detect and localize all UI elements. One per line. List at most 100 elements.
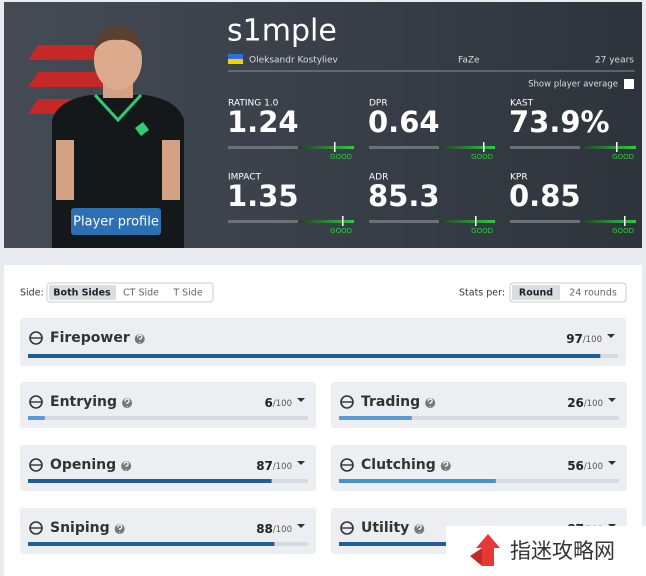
stat-rating: GOOD xyxy=(612,227,634,235)
side-label: Side: xyxy=(20,288,44,299)
profile-button-label[interactable]: Player profile xyxy=(73,215,159,230)
stats-per-tab[interactable]: 24 rounds xyxy=(569,288,617,299)
score-value: 26 xyxy=(567,396,584,410)
stat-label: DPR xyxy=(369,99,388,109)
stat-label: RATING 1.0 xyxy=(228,99,279,109)
expand-caret[interactable] xyxy=(607,334,615,338)
category-score: 97/100 xyxy=(566,332,602,346)
active-tab xyxy=(512,285,560,300)
stats-per-label: Stats per: xyxy=(459,288,505,299)
expand-caret[interactable] xyxy=(297,524,305,528)
category-name: Utility xyxy=(361,520,409,536)
stat-good-zone xyxy=(580,146,636,149)
help-glyph xyxy=(416,524,422,533)
stat-indicator xyxy=(483,142,485,152)
category-name: Entrying xyxy=(50,394,117,410)
score-value: 97 xyxy=(566,332,583,346)
category-score: 26/100 xyxy=(567,396,603,410)
score-bar xyxy=(28,416,45,420)
expand-caret[interactable] xyxy=(608,461,616,465)
category-score: 88/100 xyxy=(256,522,292,536)
stat-indicator xyxy=(624,216,626,226)
score-max: /100 xyxy=(584,462,603,472)
score-track xyxy=(339,416,619,420)
flag xyxy=(228,59,243,64)
stat-value: 1.35 xyxy=(227,179,299,213)
category-icon xyxy=(29,395,43,409)
flag xyxy=(228,54,243,59)
category-name: Firepower xyxy=(50,330,130,346)
active-tab xyxy=(49,285,116,300)
stat-indicator xyxy=(475,216,477,226)
stat-track xyxy=(510,146,636,149)
stat-good-zone xyxy=(439,146,495,149)
help-glyph xyxy=(123,461,129,470)
stat-value: 0.85 xyxy=(509,179,581,213)
score-bar xyxy=(28,479,272,483)
category-icon xyxy=(29,521,43,535)
category-name: Trading xyxy=(361,394,420,410)
help-glyph xyxy=(443,461,449,470)
age: 27 years xyxy=(595,56,634,66)
team: FaZe xyxy=(458,56,480,66)
side-tab[interactable]: CT Side xyxy=(123,288,159,299)
help-glyph xyxy=(117,524,123,533)
stat-good-zone xyxy=(439,220,495,223)
player-name: s1mple xyxy=(227,14,337,49)
score-max: /100 xyxy=(273,399,292,409)
help-glyph xyxy=(124,398,130,407)
expand-caret[interactable] xyxy=(297,461,305,465)
score-value: 6 xyxy=(265,396,273,410)
stat-label: KAST xyxy=(510,99,534,109)
profile-button[interactable] xyxy=(71,208,161,235)
side-tab[interactable]: T Side xyxy=(172,288,203,299)
stat-rating: GOOD xyxy=(330,227,352,235)
expand-caret[interactable] xyxy=(608,398,616,402)
score-max: /100 xyxy=(584,399,603,409)
category-score: 6/100 xyxy=(265,396,292,410)
stat-track xyxy=(510,220,636,223)
score-track xyxy=(28,416,308,420)
category-name: Opening xyxy=(50,457,116,473)
score-max: /100 xyxy=(273,525,292,535)
score-bar xyxy=(339,416,412,420)
full-name: Oleksandr Kostyliev xyxy=(249,56,339,66)
expand-caret[interactable] xyxy=(297,398,305,402)
stat-rating: GOOD xyxy=(330,153,352,161)
show-average-checkbox[interactable] xyxy=(624,79,634,89)
watermark-text: 指迷攻略网 xyxy=(510,539,615,563)
score-value: 88 xyxy=(256,522,273,536)
stat-value: 0.64 xyxy=(368,105,440,139)
stat-value: 73.9% xyxy=(509,105,610,139)
category-icon xyxy=(29,331,43,345)
help-glyph xyxy=(427,398,433,407)
stat-rating: GOOD xyxy=(612,153,634,161)
score-value: 87 xyxy=(256,459,273,473)
show-average-label: Show player average xyxy=(528,80,618,90)
score-bar xyxy=(339,479,496,483)
stat-track xyxy=(369,146,495,149)
stats-per-tab[interactable]: Round xyxy=(519,288,553,299)
help-glyph xyxy=(137,334,143,343)
category-score: 56/100 xyxy=(567,459,603,473)
side-tab[interactable]: Both Sides xyxy=(53,288,111,299)
stat-label: IMPACT xyxy=(228,173,262,183)
stat-track xyxy=(228,146,354,149)
stat-indicator xyxy=(334,142,336,152)
score-bar xyxy=(28,354,601,358)
category-icon xyxy=(29,458,43,472)
stat-indicator xyxy=(342,216,344,226)
category-icon xyxy=(340,395,354,409)
watermark: 指迷攻略网 xyxy=(446,526,646,576)
score-max: /100 xyxy=(583,335,602,345)
stat-track xyxy=(228,220,354,223)
stat-indicator xyxy=(616,142,618,152)
score-max: /100 xyxy=(273,462,292,472)
category-icon xyxy=(340,458,354,472)
stat-value: 1.24 xyxy=(227,105,299,139)
stat-good-zone xyxy=(580,220,636,223)
category-icon xyxy=(340,521,354,535)
score-value: 56 xyxy=(567,459,584,473)
